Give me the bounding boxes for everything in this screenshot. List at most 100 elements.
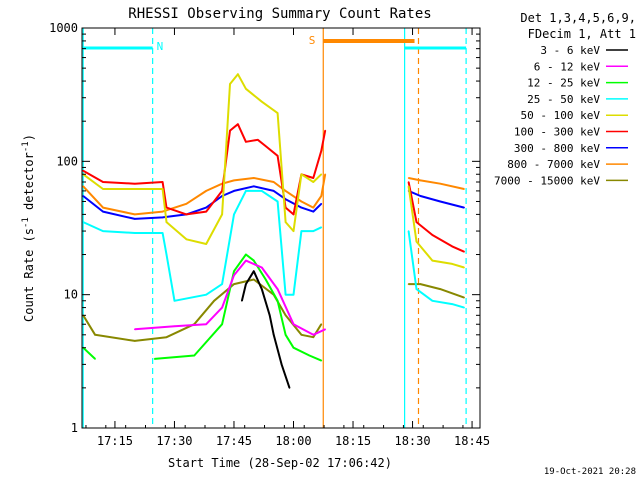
series-9-point-10 <box>300 334 303 336</box>
series-1-point-2 <box>253 270 255 273</box>
series-line-8-segment-2 <box>408 177 465 190</box>
series-4-point-0 <box>82 221 84 223</box>
series-5-point-6 <box>205 243 207 245</box>
y-tick-label-0: 1 <box>71 421 78 435</box>
series-5-point-9 <box>237 73 239 75</box>
series-8-point-8 <box>253 177 255 179</box>
y-tick-label-1: 10 <box>64 288 78 302</box>
series-3-point-12 <box>308 354 311 357</box>
series-4-point-7 <box>221 283 223 285</box>
series-4-point-1 <box>102 230 104 232</box>
legend-label-5: 50 - 100 keV <box>521 109 601 122</box>
x-tick-label-6: 18:45 <box>454 434 490 448</box>
series-6-point-9 <box>237 123 239 125</box>
series-4-point-18 <box>415 288 418 290</box>
series-9-point-12 <box>320 323 323 326</box>
series-6-point-19 <box>324 129 327 132</box>
series-2-point-3 <box>221 306 223 309</box>
series-5-point-11 <box>261 100 263 103</box>
series-4-point-4 <box>165 253 168 256</box>
series-line-5-segment-1 <box>82 73 322 245</box>
legend-label-2: 6 - 12 keV <box>534 60 601 73</box>
series-9-point-7 <box>253 278 255 281</box>
series-8-point-2 <box>134 213 136 216</box>
series-4-point-20 <box>451 303 454 305</box>
series-7-point-1 <box>102 210 104 213</box>
series-4-point-2 <box>134 232 136 234</box>
series-line-1-segment-1 <box>240 270 291 389</box>
series-9-point-14 <box>419 283 422 285</box>
legend-label-7: 300 - 800 keV <box>514 142 600 155</box>
series-3-point-4 <box>221 323 223 326</box>
series-8-point-12 <box>312 206 315 209</box>
series-5-point-5 <box>185 238 188 241</box>
series-4-point-21 <box>463 306 465 309</box>
series-8-point-1 <box>102 206 104 209</box>
series-5-point-14 <box>292 230 295 232</box>
series-5-point-1 <box>102 188 104 190</box>
series-4-point-17 <box>407 230 410 232</box>
series-6-point-3 <box>161 181 164 183</box>
series-2-point-1 <box>173 325 176 328</box>
series-2-point-10 <box>324 328 327 331</box>
series-1-point-5 <box>272 334 275 336</box>
series-5-point-3 <box>161 188 164 190</box>
series-6-point-11 <box>257 139 259 141</box>
series-7-point-7 <box>233 190 235 192</box>
legend-label-8: 800 - 7000 keV <box>507 158 600 171</box>
series-5-point-12 <box>276 112 279 114</box>
series-9-point-15 <box>439 288 442 290</box>
series-3-point-6 <box>245 253 247 256</box>
series-line-9-segment-2 <box>408 283 465 299</box>
saa-label: S <box>309 34 316 47</box>
series-4-point-3 <box>161 232 164 234</box>
legend-label-6: 100 - 300 keV <box>514 126 600 139</box>
series-6-point-23 <box>451 245 454 248</box>
series-1-point-0 <box>241 300 243 302</box>
series-8-point-11 <box>300 200 303 203</box>
series-1-point-3 <box>261 288 263 290</box>
series-8-point-16 <box>419 179 422 182</box>
night-label: N <box>157 40 164 53</box>
series-9-point-6 <box>233 283 235 285</box>
series-2-point-6 <box>261 266 263 269</box>
series-4-point-13 <box>292 293 295 296</box>
series-5-point-16 <box>312 181 315 183</box>
series-line-3-segment-2 <box>154 253 322 362</box>
series-7-point-8 <box>253 185 255 188</box>
series-3-point-7 <box>253 259 255 262</box>
series-3-point-5 <box>233 270 235 273</box>
series-5-point-4 <box>165 221 168 223</box>
legend-header-line-2: FDecim 1, Att 1 <box>528 27 636 41</box>
series-line-7-segment-2 <box>408 189 465 209</box>
series-7-point-11 <box>300 206 303 209</box>
series-7-point-2 <box>134 218 136 220</box>
series-5-point-17 <box>320 173 323 176</box>
series-5-point-19 <box>415 240 418 243</box>
plot-frame <box>81 27 481 429</box>
series-6-point-10 <box>245 141 247 143</box>
series-5-point-8 <box>229 83 231 85</box>
series-2-point-7 <box>276 288 279 290</box>
series-2-point-8 <box>292 323 295 326</box>
series-line-7-segment-1 <box>82 185 322 220</box>
series-7-point-3 <box>161 216 164 219</box>
series-8-point-7 <box>233 179 235 182</box>
series-5-point-20 <box>431 259 434 262</box>
series-6-point-6 <box>205 210 207 213</box>
series-6-point-18 <box>320 150 323 152</box>
series-6-point-24 <box>463 250 465 253</box>
series-4-point-5 <box>173 300 176 302</box>
series-6-point-15 <box>292 213 295 216</box>
series-5-point-15 <box>300 173 303 176</box>
series-6-point-2 <box>134 182 136 185</box>
x-tick-label-4: 18:15 <box>335 434 371 448</box>
series-1-point-1 <box>245 283 247 285</box>
series-6-point-20 <box>407 181 410 183</box>
series-5-point-21 <box>451 263 454 265</box>
series-8-point-9 <box>272 181 275 183</box>
legend-label-3: 12 - 25 keV <box>527 77 600 90</box>
series-6-point-0 <box>82 169 84 172</box>
x-tick-label-2: 17:45 <box>216 434 252 448</box>
